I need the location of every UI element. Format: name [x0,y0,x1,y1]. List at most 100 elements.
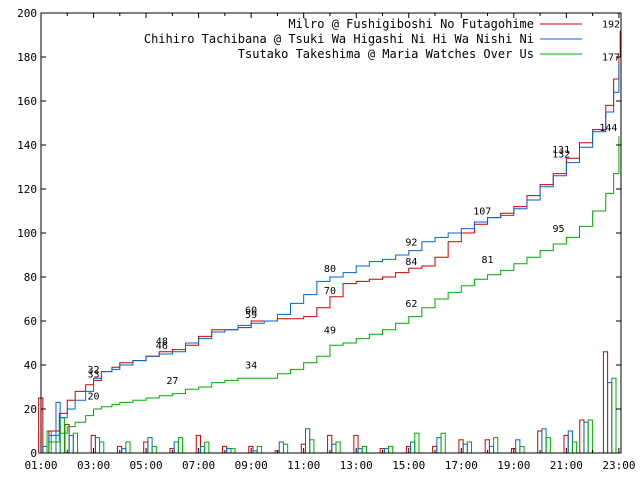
count-bar [256,445,262,454]
count-bar [331,443,337,454]
x-tick-label: 07:00 [182,459,215,472]
data-label: 192 [602,20,620,31]
count-bar [282,443,289,454]
data-label: 107 [473,207,491,218]
y-tick-label: 40 [24,359,37,372]
legend: Milro @ Fushigiboshi No FutagohimeChihir… [144,17,582,61]
count-bar [99,441,105,454]
legend-label: Milro @ Fushigiboshi No Futagohime [288,17,534,31]
x-tick-label: 17:00 [445,459,478,472]
data-label: 70 [324,286,336,297]
x-tick-label: 13:00 [340,459,373,472]
count-bar [335,441,341,454]
y-tick-label: 120 [17,183,37,196]
data-label: 80 [324,264,336,275]
y-tick-label: 160 [17,95,37,108]
count-bar [436,437,442,454]
data-label: 131 [552,145,570,156]
count-bar [151,445,157,454]
count-bar [59,417,65,454]
legend-label: Tsutako Takeshima @ Maria Watches Over U… [238,47,534,61]
y-tick-label: 100 [17,227,37,240]
count-bar [357,448,363,454]
y-tick-label: 80 [24,271,37,284]
y-tick-label: 180 [17,51,37,64]
data-label: 49 [324,325,336,336]
data-label: 27 [166,376,178,387]
count-bar [579,419,585,454]
tick-layer: 0 20 40 60 80 100 120 140 160 180 200 01:00 03:00 05:… [17,7,635,472]
data-label: 81 [482,255,494,266]
data-label: 60 [245,306,257,317]
count-bar [611,377,617,454]
data-label: 177 [602,53,620,64]
count-bar [72,432,79,454]
count-bar [410,441,416,454]
annotation-layer: 33 46 59 70 84 107 132 192 32 48 60 80 92 131 177 20 27 3… [88,20,621,403]
count-bar [309,439,315,454]
plot-frame [40,12,622,454]
x-tick-label: 03:00 [77,459,110,472]
series-line [41,136,620,454]
data-label: 92 [405,237,417,248]
data-label: 95 [552,224,564,235]
count-bar [383,448,390,454]
count-bar [94,437,101,454]
count-bar [519,445,525,454]
data-label: 34 [245,361,257,372]
y-tick-label: 0 [30,447,37,460]
x-tick-label: 15:00 [392,459,425,472]
y-tick-label: 140 [17,139,37,152]
series-line [41,30,621,454]
series-line [41,63,620,454]
x-tick-label: 19:00 [497,459,530,472]
count-bar [147,437,153,454]
y-tick-label: 20 [24,403,37,416]
x-tick-label: 05:00 [130,459,163,472]
count-bar [587,419,593,454]
data-label: 132 [552,149,570,160]
count-bar [226,448,232,454]
legend-label: Chihiro Tachibana @ Tsuki Wa Higashi Ni … [144,32,534,46]
data-label: 33 [88,369,100,380]
data-label: 48 [156,336,168,347]
count-bar [545,437,551,454]
count-bar [541,428,547,454]
count-bar [571,441,578,454]
count-bar [515,439,521,454]
count-bar [537,430,543,454]
y-tick-label: 60 [24,315,37,328]
count-bar [204,441,210,454]
count-bar [173,441,179,454]
data-label: 84 [405,257,417,268]
data-label: 20 [88,391,100,402]
count-bar [583,421,589,454]
count-bar [305,428,311,454]
data-label: 144 [599,123,617,134]
count-bar [440,432,446,454]
data-label: 62 [405,299,417,310]
count-bar [199,445,206,454]
count-bar [42,445,48,454]
count-bar [68,434,74,454]
plot-border [40,12,622,454]
x-tick-label: 09:00 [235,459,268,472]
y-tick-label: 200 [17,7,37,20]
count-bar [607,382,613,454]
count-bar [466,441,473,454]
count-bar [493,437,499,454]
count-bar [177,437,184,454]
count-bar [230,448,236,454]
count-bar [488,445,495,454]
count-bar [125,441,131,454]
count-bar [602,351,609,454]
count-bar [361,445,367,454]
x-tick-label: 01:00 [24,459,57,472]
count-bar [567,430,573,454]
x-tick-label: 21:00 [550,459,583,472]
count-bar [414,432,420,454]
count-bar [462,443,468,454]
data-label: 46 [156,341,168,352]
count-bar [278,441,284,454]
